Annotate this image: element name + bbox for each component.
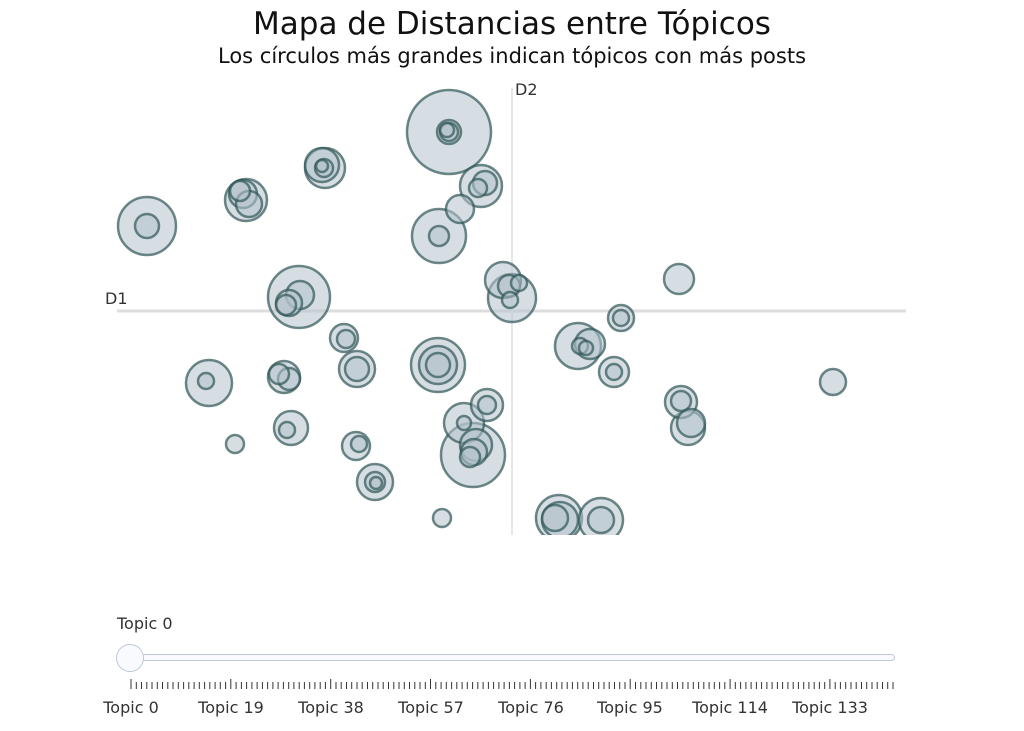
slider-tick-label[interactable]: Topic 95: [597, 698, 663, 717]
topic-bubble[interactable]: [335, 328, 357, 350]
topic-bubble[interactable]: [438, 121, 456, 139]
chart-title: Mapa de Distancias entre Tópicos: [253, 6, 771, 42]
intertopic-distance-map[interactable]: D1 D2: [0, 0, 1024, 600]
topic-bubble[interactable]: [669, 389, 693, 413]
topic-bubble[interactable]: [455, 414, 473, 432]
topic-bubble[interactable]: [314, 158, 330, 174]
topic-bubble[interactable]: [424, 351, 452, 379]
topic-bubble[interactable]: [476, 394, 498, 416]
chart-subtitle: Los círculos más grandes indican tópicos…: [217, 44, 807, 68]
topic-bubbles[interactable]: [116, 88, 848, 542]
topic-bubble[interactable]: [577, 339, 595, 357]
topic-bubble[interactable]: [611, 308, 631, 328]
slider-tick-label[interactable]: Topic 57: [398, 698, 464, 717]
topic-bubble[interactable]: [431, 507, 453, 529]
topic-bubble[interactable]: [343, 355, 371, 383]
topic-bubble[interactable]: [604, 362, 624, 382]
topic-bubble[interactable]: [540, 503, 570, 533]
topic-bubble[interactable]: [662, 262, 696, 296]
topic-bubble[interactable]: [500, 290, 520, 310]
topic-bubble[interactable]: [224, 433, 246, 455]
topic-bubble[interactable]: [818, 367, 848, 397]
slider-current-value: Topic 0: [117, 614, 173, 633]
topic-bubble[interactable]: [427, 224, 451, 248]
topic-bubble[interactable]: [274, 293, 298, 317]
topic-bubble[interactable]: [196, 371, 216, 391]
topic-bubble[interactable]: [444, 193, 476, 225]
topic-bubble[interactable]: [267, 362, 291, 386]
slider-tick-label[interactable]: Topic 76: [498, 698, 564, 717]
topic-bubble[interactable]: [349, 434, 369, 454]
topic-bubble[interactable]: [228, 179, 252, 203]
topic-bubble[interactable]: [509, 273, 529, 293]
topic-slider-track[interactable]: [131, 654, 895, 661]
slider-ticks: [130, 679, 894, 689]
topic-bubble[interactable]: [675, 407, 707, 439]
slider-tick-label[interactable]: Topic 19: [198, 698, 264, 717]
slider-tick-label[interactable]: Topic 0: [103, 698, 159, 717]
slider-tick-label[interactable]: Topic 133: [792, 698, 868, 717]
topic-bubble[interactable]: [277, 420, 297, 440]
slider-tick-label[interactable]: Topic 38: [298, 698, 364, 717]
topic-bubble[interactable]: [368, 475, 384, 491]
topic-slider-handle[interactable]: [116, 644, 144, 672]
d1-axis-label: D1: [105, 289, 128, 308]
slider-tick-label[interactable]: Topic 114: [692, 698, 768, 717]
d2-axis-label: D2: [515, 80, 538, 99]
topic-bubble[interactable]: [133, 212, 161, 240]
topic-bubble[interactable]: [458, 445, 482, 469]
topic-bubble[interactable]: [467, 177, 489, 199]
topic-bubble[interactable]: [586, 505, 616, 535]
